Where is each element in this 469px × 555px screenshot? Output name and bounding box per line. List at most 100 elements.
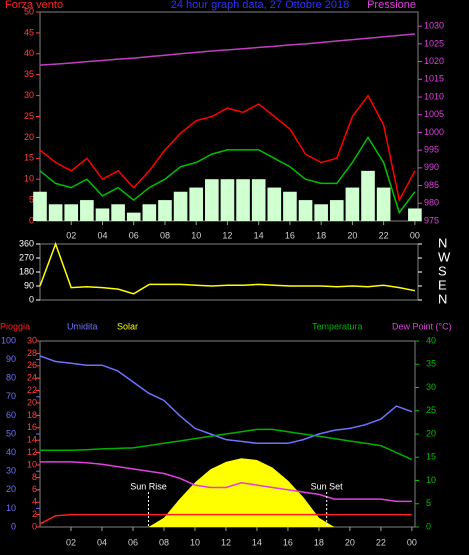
- y-label: Forza vento: [5, 0, 63, 11]
- bar: [80, 200, 94, 221]
- plot-frame: [39, 243, 419, 301]
- annotation: Sun Rise: [130, 481, 167, 491]
- bar: [408, 208, 422, 221]
- y2-tick-label: 16: [27, 422, 37, 432]
- y-tick-label: 60: [6, 410, 16, 420]
- y-tick-label: 50: [24, 6, 34, 16]
- x-tick-label: 02: [66, 537, 76, 547]
- y3-tick-label: 0: [426, 521, 431, 531]
- y2-tick-label: 1000: [424, 127, 444, 137]
- x-tick-label: 00: [410, 230, 420, 240]
- x-tick-label: 08: [159, 537, 169, 547]
- y2-tick-label: 22: [27, 385, 37, 395]
- y3-tick-label: 10: [426, 475, 436, 485]
- y3-tick-label: 5: [426, 498, 431, 508]
- bar: [126, 212, 141, 221]
- y-tick-label: 40: [24, 48, 34, 58]
- x-tick-label: 12: [222, 230, 232, 240]
- x-tick-label: 10: [191, 230, 201, 240]
- bar: [95, 208, 110, 221]
- bar: [345, 187, 360, 221]
- line: [39, 355, 413, 445]
- x-tick-label: 02: [66, 230, 76, 240]
- x-tick-label: 10: [190, 537, 200, 547]
- y2-tick-label: 14: [27, 435, 37, 445]
- y-tick-label: 0: [29, 215, 34, 225]
- x-tick-label: 04: [97, 230, 107, 240]
- y-tick-label: 90: [6, 354, 16, 364]
- x-tick-label: 22: [376, 537, 386, 547]
- y2-label: Pressione: [367, 0, 416, 11]
- y-tick-label: 100: [1, 335, 16, 345]
- y2-tick-label: 20: [27, 397, 37, 407]
- y2-tick-label: E: [438, 277, 447, 292]
- area: [40, 458, 412, 527]
- y3-tick-label: 40: [426, 335, 436, 345]
- y2-tick-label: 18: [27, 410, 37, 420]
- y3-tick-label: 35: [426, 359, 436, 369]
- y2-tick-label: 1020: [424, 56, 444, 66]
- y-tick-label: 10: [24, 174, 34, 184]
- bar: [220, 179, 235, 221]
- bar: [205, 179, 219, 221]
- line: [39, 135, 416, 215]
- y2-tick-label: 1015: [424, 74, 444, 84]
- y2-tick-label: 0: [32, 521, 37, 531]
- x-tick-label: 22: [379, 230, 389, 240]
- legend-entry: Temperatura: [312, 321, 363, 331]
- y-tick-label: 10: [6, 503, 16, 513]
- line: [39, 513, 412, 525]
- annotation: Sun Set: [311, 481, 344, 491]
- y-tick-label: 20: [24, 132, 34, 142]
- x-tick-label: 16: [283, 537, 293, 547]
- y2-tick-label: 1005: [424, 109, 444, 119]
- x-tick-label: 20: [347, 230, 357, 240]
- y2-tick-label: 980: [424, 198, 439, 208]
- y2-tick-label: 985: [424, 180, 439, 190]
- y2-tick-label: 12: [27, 447, 37, 457]
- bar: [111, 204, 125, 221]
- bar: [236, 179, 250, 221]
- y2-tick-label: 30: [27, 335, 37, 345]
- y2-tick-label: N: [438, 291, 447, 306]
- y2-tick-label: S: [438, 263, 447, 278]
- y2-tick-label: 995: [424, 145, 439, 155]
- bar: [48, 204, 63, 221]
- x-tick-label: 18: [314, 537, 324, 547]
- x-tick-label: 06: [129, 230, 139, 240]
- legend-entry: Dew Point (°C): [392, 321, 452, 331]
- y-tick-label: 40: [6, 447, 16, 457]
- y2-tick-label: N: [438, 235, 447, 250]
- y2-tick-label: 10: [27, 459, 37, 469]
- y2-tick-label: 4: [32, 497, 37, 507]
- y2-tick-label: 8: [32, 472, 37, 482]
- x-tick-label: 20: [345, 537, 355, 547]
- y2-tick-label: 1030: [424, 21, 444, 31]
- y-tick-label: 5: [29, 194, 34, 204]
- bar: [173, 191, 188, 221]
- y-tick-label: 0: [29, 294, 34, 304]
- y3-tick-label: 20: [426, 428, 436, 438]
- y2-tick-label: 1010: [424, 91, 444, 101]
- legend-entry: Umidita: [67, 321, 98, 331]
- y2-tick-label: 990: [424, 162, 439, 172]
- x-tick-label: 00: [407, 537, 417, 547]
- x-tick-label: 14: [254, 230, 264, 240]
- x-tick-label: 14: [252, 537, 262, 547]
- y2-tick-label: 2: [32, 509, 37, 519]
- bar: [283, 191, 297, 221]
- line: [39, 241, 416, 295]
- bar: [33, 191, 47, 221]
- y-tick-label: 30: [6, 466, 16, 476]
- y2-tick-label: W: [438, 249, 451, 264]
- y2-tick-label: 26: [27, 360, 37, 370]
- y2-tick-label: 6: [32, 484, 37, 494]
- bar: [267, 187, 282, 221]
- x-tick-label: 12: [221, 537, 231, 547]
- y3-tick-label: 30: [426, 382, 436, 392]
- y2-tick-label: 24: [27, 373, 37, 383]
- y-tick-label: 90: [24, 280, 34, 290]
- x-tick-label: 18: [316, 230, 326, 240]
- y-tick-label: 80: [6, 373, 16, 383]
- legend-entry: Pioggia: [0, 321, 30, 331]
